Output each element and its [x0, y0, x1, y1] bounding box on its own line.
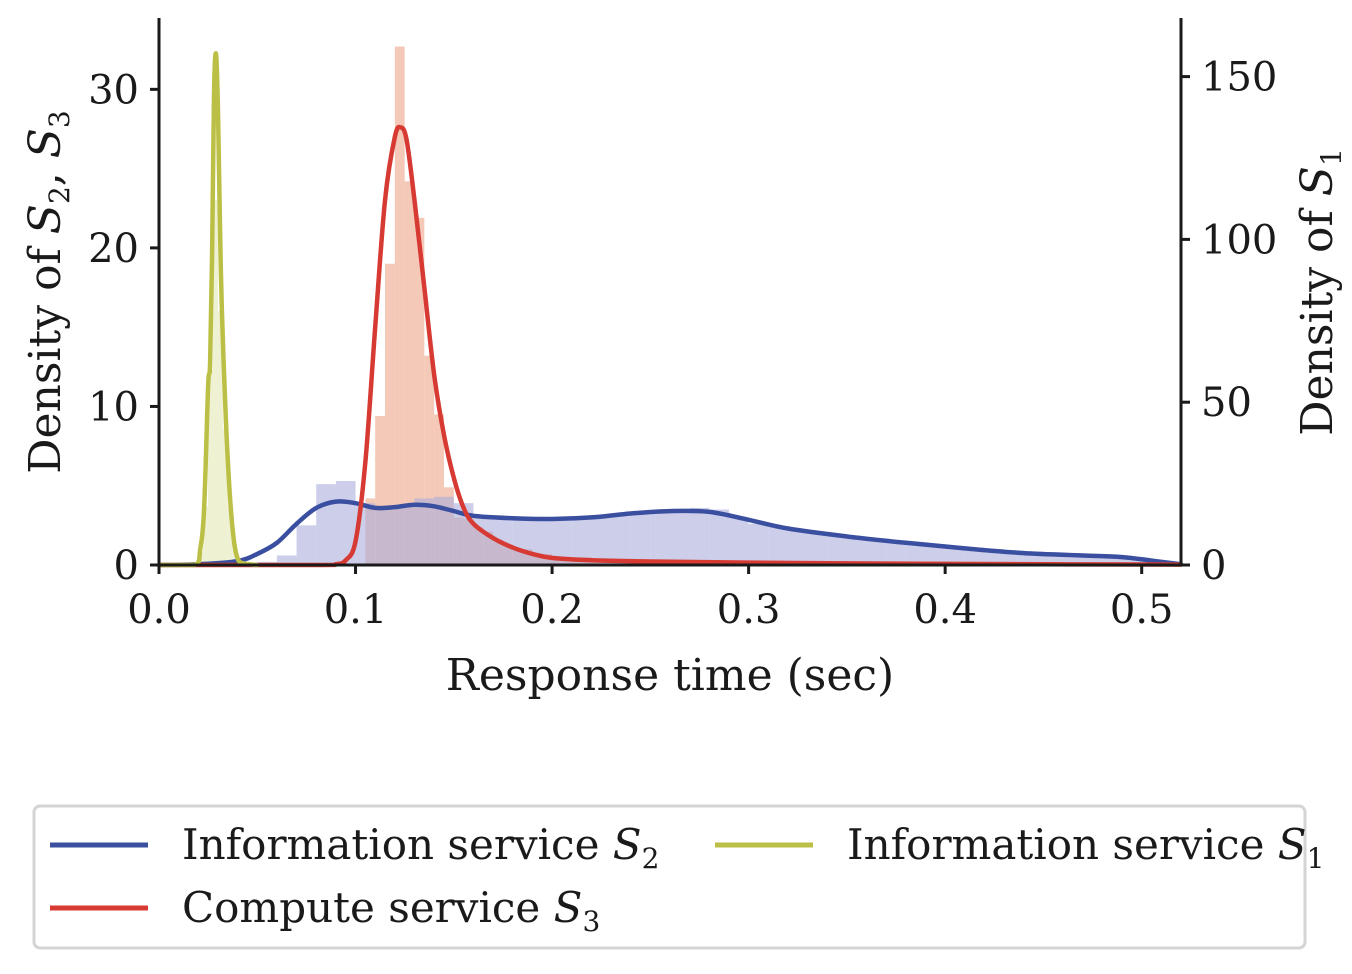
y-left-axis-title: Density of S2, S3 [20, 110, 76, 474]
hist-bar-s2 [512, 519, 533, 565]
hist-bar-s2 [650, 511, 670, 565]
hist-bar-s2 [925, 544, 946, 565]
hist-bar-s2 [611, 515, 631, 565]
hist-bar-s2 [787, 530, 808, 565]
hist-bar-s1 [227, 506, 233, 565]
hist-bar-s2 [886, 541, 906, 565]
density-curve-s2 [156, 499, 1184, 568]
x-tick-label: 0.2 [520, 587, 584, 633]
hist-bar-s2 [394, 506, 415, 565]
x-tick-label: 0.1 [324, 587, 388, 633]
y-left-tick-label: 30 [88, 67, 139, 113]
hist-bar-s2 [670, 509, 690, 565]
density-curve-s1 [156, 51, 260, 568]
hist-bar-s2 [375, 509, 395, 565]
legend: Information service S2 Compute service S3… [32, 804, 1324, 950]
hist-bar-s2 [571, 519, 592, 565]
hist-bar-s1 [203, 506, 209, 565]
hist-bar-s2 [316, 484, 336, 565]
hist-bar-s2 [1122, 557, 1142, 565]
y-right-tick-label: 0 [1201, 543, 1226, 589]
hist-bar-s2 [846, 538, 867, 565]
y-left-tick-label: 0 [114, 543, 139, 589]
hist-bar-s2 [414, 498, 435, 565]
hist-bar-s2 [296, 525, 317, 565]
hist-bar-s2 [552, 520, 572, 565]
hist-bar-s3 [404, 181, 415, 565]
hist-bar-s1 [222, 428, 228, 565]
x-tick-label: 0.4 [913, 587, 977, 633]
hist-bar-s1 [208, 369, 214, 565]
x-tick-label: 0.3 [717, 587, 781, 633]
hist-bar-s3 [385, 263, 395, 565]
hist-bar-s3 [424, 355, 435, 565]
hist-bar-s3 [375, 415, 386, 565]
y-right-tick-label: 100 [1201, 217, 1277, 263]
y-right-tick-label: 150 [1201, 55, 1277, 101]
hist-bar-s3 [414, 217, 425, 565]
x-axis-title: Response time (sec) [446, 650, 894, 701]
hist-bar-s3 [394, 46, 405, 566]
hist-bar-s2 [905, 542, 926, 565]
legend-box [32, 804, 1307, 950]
hist-bar-s2 [768, 526, 788, 565]
plot-area [156, 46, 1184, 568]
hist-bar-s2 [1063, 553, 1083, 565]
hist-bar-s2 [964, 547, 985, 565]
hist-bar-s2 [473, 515, 494, 565]
hist-bar-s2 [827, 534, 847, 565]
hist-bar-s2 [1102, 555, 1123, 565]
hist-bar-s2 [1082, 554, 1103, 565]
hist-bar-s1 [217, 311, 223, 565]
hist-bar-s1 [213, 200, 218, 565]
y-left-tick-label: 20 [88, 226, 139, 272]
histogram-s3 [365, 46, 1142, 566]
y-right-tick-label: 50 [1201, 380, 1252, 426]
hist-bar-s2 [689, 507, 710, 565]
x-tick-label: 0.0 [127, 587, 191, 633]
hist-bar-s2 [434, 496, 454, 565]
hist-bar-s2 [591, 517, 612, 565]
hist-bar-s2 [866, 539, 887, 565]
hist-bar-s2 [276, 555, 297, 565]
hist-bar-s2 [807, 533, 828, 565]
hist-bar-s2 [709, 509, 729, 565]
hist-bar-s2 [748, 523, 769, 565]
y-left-tick-label: 10 [88, 384, 139, 430]
legend-label-s1: Information service S1 [847, 820, 1324, 875]
hist-bar-s2 [945, 545, 965, 565]
y-right-axis-title: Density of S1 [1292, 148, 1348, 436]
hist-bar-s3 [434, 414, 444, 565]
legend-label-s3: Compute service S3 [182, 883, 600, 938]
hist-bar-s2 [630, 512, 651, 565]
density-curve-s3 [156, 124, 1184, 568]
axes: 0.0 0.1 0.2 0.3 0.4 0.5 0 10 20 30 0 50 100 150 Respon… [20, 18, 1348, 701]
x-tick-label: 0.5 [1110, 587, 1174, 633]
legend-label-s2: Information service S2 [182, 820, 659, 875]
hist-bar-s2 [728, 517, 749, 565]
